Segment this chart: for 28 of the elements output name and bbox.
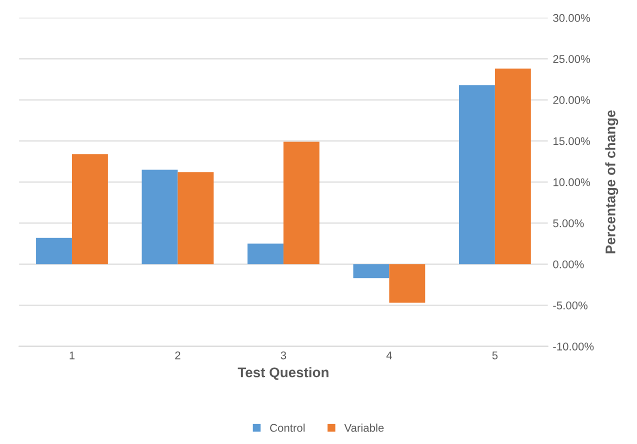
y-tick-label: 20.00% [553, 96, 590, 104]
x-tick-label: 5 [492, 352, 498, 360]
x-tick-label: 3 [280, 351, 286, 360]
y-tick-label: 30.00% [553, 14, 590, 22]
y-tick-label: 0.00% [553, 260, 584, 268]
legend-label: Variable [344, 424, 384, 432]
bar [283, 142, 320, 264]
bar [178, 172, 214, 264]
bar [389, 264, 426, 303]
x-tick-label: 4 [386, 352, 392, 360]
y-axis-title: Percentage of change [605, 110, 618, 254]
bar [36, 238, 72, 264]
x-axis-title: Test Question [238, 367, 328, 380]
bar [458, 85, 495, 264]
y-tick-label: -5.00% [553, 302, 588, 310]
y-tick-label: 15.00% [554, 137, 590, 146]
bar [72, 154, 108, 264]
bar [142, 170, 178, 264]
x-tick-label: 1 [70, 352, 75, 360]
y-tick-label: 10.00% [554, 178, 590, 186]
legend-label: Control [270, 424, 305, 432]
bar [494, 68, 531, 264]
bar [353, 264, 390, 278]
y-tick-label: 5.00% [553, 219, 584, 228]
y-tick-label: 25.00% [553, 55, 590, 63]
x-tick-label: 2 [175, 351, 180, 360]
y-tick-label: -10.00% [553, 342, 594, 350]
bar [248, 244, 284, 264]
